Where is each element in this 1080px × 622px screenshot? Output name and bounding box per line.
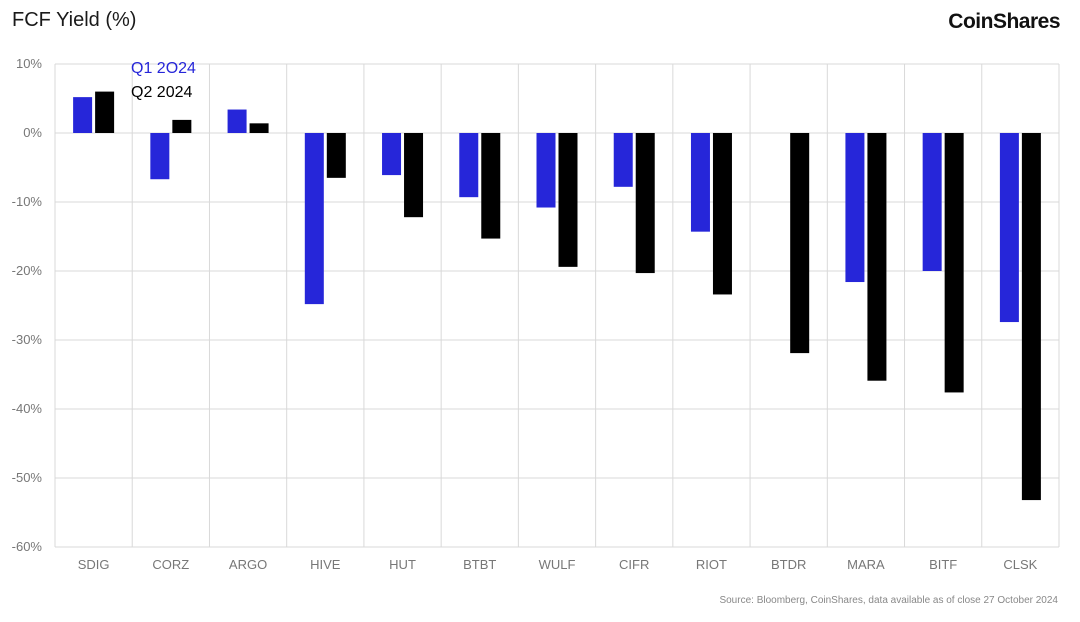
bar-q1-bitf: [922, 133, 942, 271]
bar-q2-mara: [867, 133, 887, 381]
bar-q1-sdig: [73, 97, 93, 133]
y-tick-label: -30%: [12, 332, 43, 347]
grid-layer: [54, 63, 1060, 548]
bar-q2-riot: [712, 133, 732, 295]
bar-q2-corz: [172, 119, 192, 133]
x-tick-label: CLSK: [1003, 557, 1037, 572]
x-tick-label: SDIG: [78, 557, 110, 572]
y-tick-label: 10%: [16, 56, 42, 71]
bar-q2-btdr: [790, 133, 810, 354]
x-tick-label: CORZ: [152, 557, 189, 572]
x-tick-label: HUT: [389, 557, 416, 572]
x-tick-label: BTDR: [771, 557, 806, 572]
x-tick-label: BITF: [929, 557, 957, 572]
source-note: Source: Bloomberg, CoinShares, data avai…: [719, 595, 1058, 606]
bar-q1-clsk: [999, 133, 1019, 323]
bar-q2-argo: [249, 123, 269, 133]
chart-title: FCF Yield (%): [12, 9, 137, 31]
y-tick-label: -50%: [12, 470, 43, 485]
y-tick-label: -20%: [12, 263, 43, 278]
bar-q1-hive: [304, 133, 324, 305]
x-tick-label: RIOT: [696, 557, 727, 572]
y-tick-label: -60%: [12, 539, 43, 554]
bar-q2-clsk: [1021, 133, 1041, 501]
bar-q2-sdig: [95, 91, 115, 133]
bar-q1-corz: [150, 133, 170, 180]
y-tick-label: -10%: [12, 194, 43, 209]
y-tick-label: -40%: [12, 401, 43, 416]
bar-layer: [73, 91, 1041, 501]
x-tick-label: CIFR: [619, 557, 649, 572]
bar-q1-btbt: [459, 133, 479, 198]
legend-entry-q1: Q1 2O24: [131, 60, 196, 77]
bar-q1-argo: [227, 109, 247, 133]
x-tick-label: ARGO: [229, 557, 267, 572]
bar-q2-hut: [404, 133, 424, 218]
bar-q1-wulf: [536, 133, 556, 208]
bar-q1-riot: [690, 133, 710, 232]
bar-q2-bitf: [944, 133, 964, 393]
x-tick-label: MARA: [847, 557, 885, 572]
legend-entry-q2: Q2 2024: [131, 84, 192, 101]
legend-layer: Q1 2O24 Q2 2024: [131, 60, 196, 101]
bar-q1-mara: [845, 133, 865, 283]
coinshares-logo: CoinShares: [948, 10, 1060, 33]
x-tick-label: WULF: [539, 557, 576, 572]
x-tick-label: HIVE: [310, 557, 341, 572]
bar-q2-wulf: [558, 133, 578, 267]
bar-q2-btbt: [481, 133, 501, 239]
axis-layer: 10% 0% -10% -20% -30% -40% -50% -60% SDIG CORZ ARG…: [12, 56, 1038, 572]
x-tick-label: BTBT: [463, 557, 496, 572]
y-tick-label: 0%: [23, 125, 42, 140]
bar-q2-hive: [326, 133, 346, 178]
bar-q1-hut: [382, 133, 402, 176]
bar-q2-cifr: [635, 133, 655, 274]
bar-q1-cifr: [613, 133, 633, 187]
